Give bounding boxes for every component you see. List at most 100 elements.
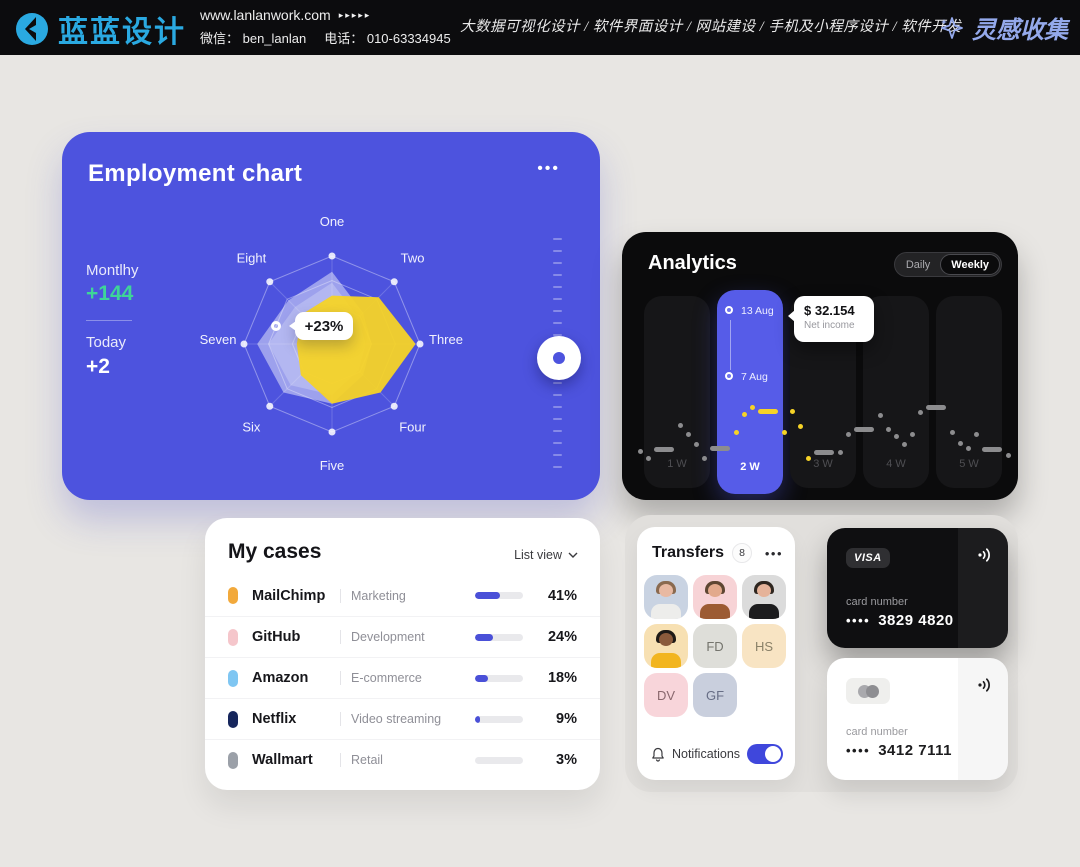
card-title: My cases — [228, 540, 322, 563]
case-row-amazon[interactable]: Amazon E-commerce 18% — [205, 657, 600, 698]
progress-bar — [475, 633, 523, 641]
contacts-grid: FD HS DV GF — [644, 575, 786, 717]
avatar-face — [659, 633, 673, 646]
list-view-select[interactable]: List view — [514, 548, 578, 562]
progress-bar — [475, 715, 523, 723]
marker-dot-bottom — [725, 372, 733, 380]
cases-list: MailChimp Marketing 41% GitHub Development 24… — [205, 575, 600, 780]
tooltip-value: $ 32.154 — [804, 303, 855, 318]
marker-line — [730, 320, 731, 370]
case-row-github[interactable]: GitHub Development 24% — [205, 616, 600, 657]
notifications-label: Notifications — [671, 747, 741, 761]
logo-text: 蓝蓝设计 — [58, 16, 186, 49]
progress-bar — [475, 592, 523, 599]
case-row-mailchimp[interactable]: MailChimp Marketing 41% — [205, 575, 600, 616]
top-banner: 蓝蓝设计 www.lanlanwork.com ▸▸▸▸▸ 微信： ben_la… — [0, 0, 1080, 55]
contactless-icon — [978, 548, 990, 562]
case-row-wallmart[interactable]: Wallmart Retail 3% — [205, 739, 600, 780]
contact-initials-gf[interactable]: GF — [693, 673, 737, 717]
contact-avatar[interactable] — [742, 575, 786, 619]
monthly-value: +144 — [86, 282, 134, 305]
case-row-netflix[interactable]: Netflix Video streaming 9% — [205, 698, 600, 739]
contact-avatar[interactable] — [693, 575, 737, 619]
analytics-card: Analytics Daily Weekly 1 W 2 W 3 W 4 W 5 W 1… — [622, 232, 1018, 500]
avatar-shirt — [651, 604, 681, 619]
card-number-label: card number — [846, 726, 908, 738]
spark-dot — [638, 449, 643, 454]
brand-pill-icon — [228, 669, 238, 687]
contact-initials-hs[interactable]: HS — [742, 624, 786, 668]
radar-axis-label: Three — [429, 332, 463, 347]
contact-avatar[interactable] — [644, 624, 688, 668]
case-category: E-commerce — [340, 671, 475, 685]
inspiration-collect[interactable]: 灵感收集 — [939, 0, 1068, 55]
week-label: 2 W — [740, 461, 760, 473]
avatar-shirt — [700, 604, 730, 619]
contact-initials-fd[interactable]: FD — [693, 624, 737, 668]
star-icon — [941, 16, 963, 39]
spark-dot — [1006, 453, 1011, 458]
week-column-2[interactable]: 2 W — [717, 290, 783, 494]
radar-point-marker[interactable] — [271, 321, 281, 331]
card-number: 3412 7111 — [878, 742, 952, 759]
site-url[interactable]: www.lanlanwork.com — [200, 7, 331, 23]
case-name: Netflix — [252, 711, 297, 727]
marker-date-top: 13 Aug — [741, 305, 774, 317]
net-income-tooltip: $ 32.154 Net income — [788, 296, 874, 342]
chevron-down-icon — [568, 552, 578, 558]
case-name: MailChimp — [252, 587, 326, 604]
radar-axis-label: Eight — [237, 250, 267, 265]
wechat-contact: 微信： ben_lanlan — [200, 31, 307, 46]
inspiration-label: 灵感收集 — [972, 18, 1068, 44]
marker-date-bottom: 7 Aug — [741, 371, 768, 383]
list-view-label: List view — [514, 548, 562, 562]
toggle-weekly[interactable]: Weekly — [940, 254, 1000, 275]
week-label: 1 W — [667, 458, 687, 470]
case-percent: 41% — [547, 587, 577, 604]
logo-icon — [16, 13, 48, 45]
services-list: 大数据可视化设计 / 软件界面设计 / 网站建设 / 手机及小程序设计 / 软件… — [460, 19, 962, 35]
contact-avatar[interactable] — [644, 575, 688, 619]
case-category: Development — [340, 630, 475, 644]
logo[interactable]: 蓝蓝设计 — [14, 7, 186, 51]
contact-initials-dv[interactable]: DV — [644, 673, 688, 717]
visa-card[interactable]: VISA card number •••• 3829 4820 — [827, 528, 1008, 648]
marker-dot-top — [725, 306, 733, 314]
week-column-1[interactable]: 1 W — [644, 296, 710, 488]
card-title: Employment chart — [88, 160, 303, 187]
mastercard-card[interactable]: card number •••• 3412 7111 — [827, 658, 1008, 780]
case-percent: 9% — [556, 711, 577, 727]
notifications-toggle[interactable] — [747, 744, 783, 764]
avatar-shirt — [749, 604, 779, 619]
radar-axis-label: Six — [242, 420, 261, 435]
visa-brand-badge: VISA — [846, 548, 890, 568]
mastercard-badge — [846, 678, 890, 704]
week-column-5[interactable]: 5 W — [936, 296, 1002, 488]
radar-chart: One Two Three Four Five Six Seven Eight — [200, 214, 463, 473]
transfers-count-badge: 8 — [732, 543, 753, 563]
radar-tooltip: +23% — [289, 312, 353, 340]
toggle-daily[interactable]: Daily — [905, 258, 931, 271]
avatar-face — [708, 584, 722, 597]
today-value: +2 — [86, 355, 110, 378]
brand-pill-icon — [228, 710, 238, 728]
radar-axis-label: Five — [320, 458, 345, 473]
radar-axis-label: One — [320, 214, 345, 229]
contact-info: www.lanlanwork.com ▸▸▸▸▸ 微信： ben_lanlan … — [200, 7, 451, 47]
phone-contact: 电话： 010-63334945 — [324, 31, 451, 46]
monthly-label: Montlhy — [86, 262, 139, 279]
case-percent: 3% — [556, 752, 577, 768]
card-title: Analytics — [648, 252, 737, 274]
slider-knob[interactable] — [537, 336, 581, 380]
radar-axis-label: Seven — [200, 332, 237, 347]
avatar-shirt — [651, 653, 681, 668]
brand-pill-icon — [228, 587, 238, 604]
week-column-4[interactable]: 4 W — [863, 296, 929, 488]
card-title: Transfers — [652, 544, 725, 561]
radar-axis-label: Four — [399, 420, 426, 435]
more-menu-icon[interactable]: ••• — [537, 160, 560, 177]
case-percent: 24% — [547, 629, 577, 645]
more-menu-icon[interactable]: ••• — [764, 545, 783, 561]
contactless-icon — [978, 678, 990, 692]
